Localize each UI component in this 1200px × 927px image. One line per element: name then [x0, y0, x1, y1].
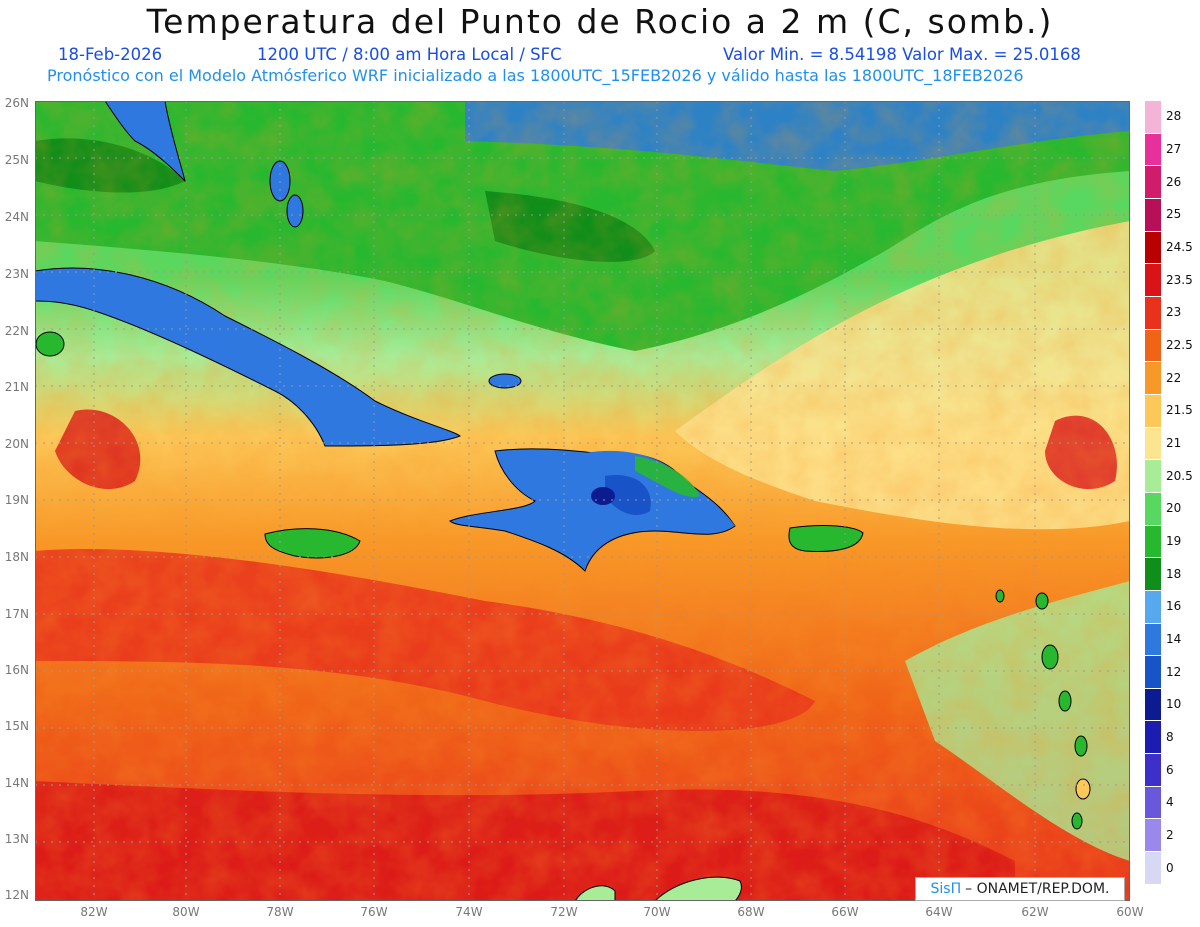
colorbar-label: 28 [1166, 109, 1182, 124]
colorbar-label: 19 [1166, 534, 1182, 548]
lat-label: 15N [4, 719, 29, 733]
lat-label: 19N [4, 493, 29, 507]
colorbar-swatch [1145, 688, 1161, 722]
lon-label: 78W [266, 905, 294, 919]
credit-box: SisΠ – ONAMET/REP.DOM. [915, 877, 1125, 901]
lon-label: 66W [831, 905, 859, 919]
lon-label: 68W [737, 905, 765, 919]
colorbar-label: 4 [1166, 795, 1174, 810]
colorbar-label: 8 [1166, 730, 1174, 744]
colorbar-swatch [1145, 852, 1161, 885]
colorbar-label: 10 [1166, 697, 1182, 712]
colorbar-swatch [1145, 460, 1161, 493]
colorbar-label: 26 [1166, 174, 1182, 189]
lon-label: 72W [550, 905, 578, 919]
lat-label: 24N [4, 210, 29, 224]
lon-label: 64W [925, 905, 953, 919]
lon-label: 74W [455, 905, 483, 919]
colorbar-swatch [1145, 721, 1161, 755]
colorbar-swatch [1145, 590, 1161, 624]
valid-time: 1200 UTC / 8:00 am Hora Local / SFC [257, 45, 562, 64]
lat-label: 26N [4, 96, 29, 110]
colorbar-label: 2 [1166, 828, 1174, 842]
colorbar [1145, 101, 1161, 885]
lon-label: 70W [643, 905, 671, 919]
credit-text: – ONAMET/REP.DOM. [965, 881, 1110, 897]
colorbar-swatch [1145, 296, 1161, 330]
colorbar-swatch [1145, 525, 1161, 559]
lat-label: 23N [4, 267, 29, 281]
colorbar-label: 24.5 [1166, 240, 1193, 254]
valid-date: 18-Feb-2026 [58, 45, 163, 64]
colorbar-label: 20 [1166, 501, 1182, 516]
colorbar-label: 20.5 [1166, 468, 1193, 483]
colorbar-label: 23 [1166, 305, 1182, 320]
lat-label: 18N [4, 550, 29, 564]
colorbar-swatch [1145, 656, 1161, 689]
lat-label: 12N [4, 888, 29, 902]
colorbar-swatch [1145, 166, 1161, 199]
colorbar-label: 16 [1166, 599, 1182, 614]
colorbar-label: 27 [1166, 142, 1182, 156]
lat-label: 25N [4, 153, 29, 167]
colorbar-label: 6 [1166, 762, 1174, 777]
colorbar-swatch [1145, 329, 1161, 363]
lon-label: 62W [1021, 905, 1049, 919]
colorbar-label: 23.5 [1166, 272, 1193, 287]
colorbar-swatch [1145, 427, 1161, 461]
colorbar-label: 22 [1166, 370, 1182, 385]
colorbar-swatch [1145, 786, 1161, 820]
lon-label: 80W [172, 905, 200, 919]
colorbar-swatch [1145, 754, 1161, 787]
sispi-logo: SisΠ [930, 881, 962, 897]
colorbar-swatch [1145, 133, 1161, 167]
colorbar-label: 0 [1166, 860, 1174, 875]
lat-label: 16N [4, 663, 29, 677]
lat-label: 17N [4, 607, 29, 621]
lon-label: 82W [80, 905, 108, 919]
colorbar-swatch [1145, 231, 1161, 265]
colorbar-label: 25 [1166, 207, 1182, 222]
lat-label: 22N [4, 324, 29, 338]
dewpoint-map [35, 101, 1130, 901]
colorbar-swatch [1145, 558, 1161, 591]
forecast-info: Pronóstico con el Modelo Atmósferico WRF… [47, 66, 1024, 85]
colorbar-swatch [1145, 362, 1161, 395]
colorbar-swatch [1145, 623, 1161, 657]
colorbar-swatch [1145, 394, 1161, 428]
colorbar-label: 22.5 [1166, 338, 1193, 352]
colorbar-label: 18 [1166, 566, 1182, 581]
map-title: Temperatura del Punto de Rocio a 2 m (C,… [146, 2, 1054, 41]
lat-label: 14N [4, 776, 29, 790]
colorbar-label: 14 [1166, 632, 1182, 646]
colorbar-label: 21.5 [1166, 403, 1193, 418]
colorbar-swatch [1145, 101, 1161, 134]
colorbar-label: 12 [1166, 664, 1182, 679]
lat-label: 20N [4, 437, 29, 451]
lat-label: 21N [4, 380, 29, 394]
colorbar-label: 21 [1166, 436, 1182, 450]
colorbar-swatch [1145, 198, 1161, 232]
colorbar-swatch [1145, 492, 1161, 526]
lat-label: 13N [4, 832, 29, 846]
colorbar-swatch [1145, 264, 1161, 297]
min-max-values: Valor Min. = 8.54198 Valor Max. = 25.016… [723, 45, 1081, 64]
lon-label: 60W [1116, 905, 1144, 919]
colorbar-swatch [1145, 819, 1161, 853]
lon-label: 76W [360, 905, 388, 919]
